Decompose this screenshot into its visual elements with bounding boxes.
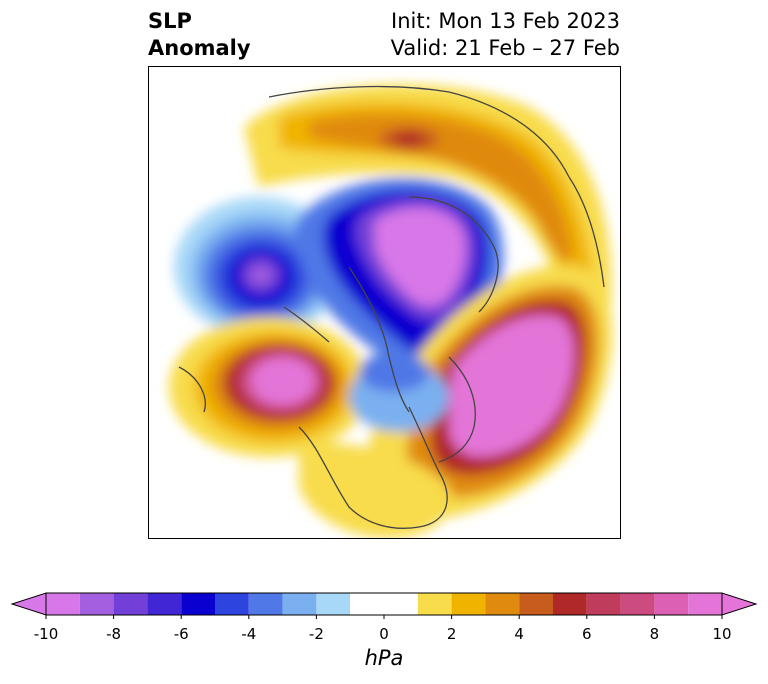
coastlines: [178, 85, 605, 529]
colorbar-bin: [46, 593, 80, 615]
colorbar-extend-low: [10, 592, 47, 616]
init-date: Init: Mon 13 Feb 2023: [391, 9, 620, 33]
colorbar-bin: [113, 593, 148, 615]
anomaly-field: [169, 84, 613, 538]
colorbar-bin: [485, 593, 520, 615]
title-variable-type: Anomaly: [148, 36, 251, 60]
colorbar-tick-label: 0: [379, 625, 389, 643]
colorbar-tick-label: 4: [514, 625, 524, 643]
colorbar-bin: [282, 593, 317, 615]
colorbar-bin: [181, 593, 215, 615]
colorbar-bin: [519, 593, 553, 615]
valid-range: Valid: 21 Feb – 27 Feb: [390, 36, 620, 60]
colorbar-extend-high: [721, 592, 758, 616]
colorbar-tick-label: 8: [649, 625, 660, 643]
colorbar-bin: [350, 593, 418, 615]
colorbar-tick-label: -4: [241, 625, 257, 643]
colorbar-bin: [553, 593, 587, 615]
map-dates: Init: Mon 13 Feb 2023 Valid: 21 Feb – 27…: [391, 8, 620, 62]
colorbar-bin: [316, 593, 351, 615]
colorbar-tick-label: -2: [308, 625, 324, 643]
colorbar-bin: [417, 593, 452, 615]
colorbar-tick-label: 6: [582, 625, 592, 643]
colorbar-tick-label: -8: [106, 625, 122, 643]
colorbar-bin: [586, 593, 621, 615]
anomaly-map: [169, 84, 613, 538]
colorbar-unit: hPa: [364, 646, 404, 670]
title-variable: SLP: [148, 9, 192, 33]
colorbar-bin: [620, 593, 655, 615]
colorbar-tick-label: -6: [173, 625, 189, 643]
colorbar-tick-label: 10: [712, 625, 732, 643]
colorbar-bin: [79, 593, 114, 615]
colorbar: [0, 585, 768, 684]
colorbar-bin: [215, 593, 249, 615]
map-title: SLP Anomaly: [148, 8, 251, 62]
colorbar-bin: [654, 593, 689, 615]
colorbar-tick-label: -10: [33, 625, 59, 643]
colorbar-tick-label: 2: [446, 625, 457, 643]
map-panel: [148, 66, 621, 539]
colorbar-bin: [451, 593, 486, 615]
colorbar-bin: [688, 593, 722, 615]
colorbar-bin: [248, 593, 283, 615]
colorbar-scale: [10, 592, 758, 619]
colorbar-bin: [147, 593, 182, 615]
